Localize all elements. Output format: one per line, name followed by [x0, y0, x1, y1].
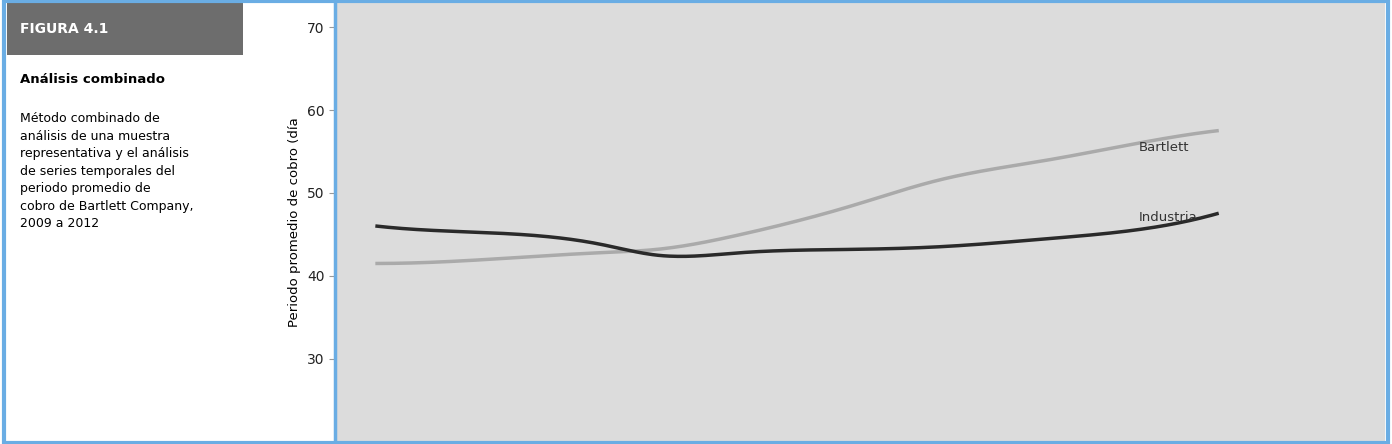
Bar [7, 2, 244, 55]
Text: Bartlett: Bartlett [1139, 141, 1189, 154]
Text: FIGURA 4.1: FIGURA 4.1 [19, 22, 109, 36]
Text: Método combinado de
análisis de una muestra
representativa y el análisis
de seri: Método combinado de análisis de una mues… [19, 112, 193, 230]
Text: Industria: Industria [1139, 211, 1197, 224]
Text: Análisis combinado: Análisis combinado [19, 72, 166, 86]
Y-axis label: Periodo promedio de cobro (día: Periodo promedio de cobro (día [288, 117, 302, 327]
